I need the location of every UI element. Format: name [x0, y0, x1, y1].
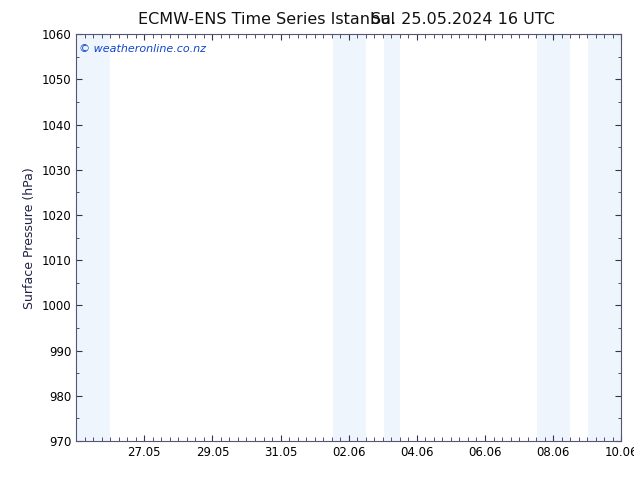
Bar: [110, 34, 332, 441]
Bar: [400, 34, 536, 441]
Bar: [570, 34, 587, 441]
Text: © weatheronline.co.nz: © weatheronline.co.nz: [79, 45, 206, 54]
Text: Sa. 25.05.2024 16 UTC: Sa. 25.05.2024 16 UTC: [371, 12, 555, 27]
Text: ECMW-ENS Time Series Istanbul: ECMW-ENS Time Series Istanbul: [138, 12, 395, 27]
Y-axis label: Surface Pressure (hPa): Surface Pressure (hPa): [23, 167, 36, 309]
Bar: [366, 34, 383, 441]
